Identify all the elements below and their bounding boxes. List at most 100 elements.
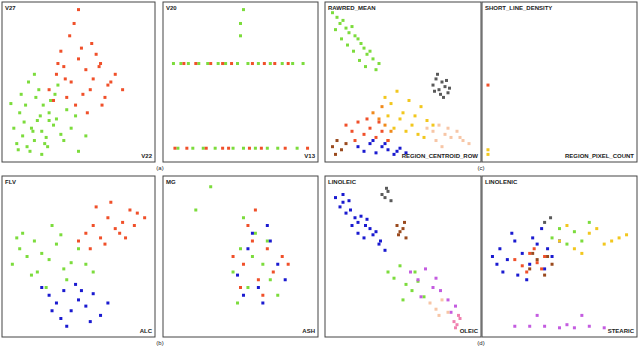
point: [263, 62, 266, 65]
point: [89, 247, 92, 250]
x-axis-title: STEARIC: [608, 328, 635, 334]
point: [77, 240, 80, 243]
point: [351, 224, 354, 227]
point: [396, 224, 399, 227]
point: [375, 68, 378, 71]
point: [342, 19, 345, 22]
point: [257, 286, 260, 289]
points: [334, 187, 462, 329]
point: [191, 147, 194, 150]
point: [495, 263, 498, 266]
point: [26, 255, 29, 258]
point: [447, 127, 450, 130]
point: [118, 232, 121, 235]
point: [525, 271, 528, 274]
point: [109, 201, 112, 204]
y-axis-title: RAWRED_MEAN: [328, 5, 376, 11]
point: [423, 295, 426, 298]
point: [399, 264, 402, 267]
figure: V27V22(a)V20V13RAWRED_MEANREGION_CENTROI…: [0, 0, 640, 349]
point: [248, 147, 251, 150]
y-axis-title: LINOLENIC: [485, 179, 518, 185]
point: [521, 264, 524, 267]
point: [405, 236, 408, 239]
point: [409, 271, 412, 274]
point: [77, 150, 80, 153]
point: [447, 311, 450, 314]
point: [387, 139, 390, 142]
point: [62, 267, 65, 270]
point: [242, 263, 245, 266]
point: [528, 263, 531, 266]
point: [133, 224, 136, 227]
point: [625, 233, 628, 236]
point: [17, 148, 20, 151]
point: [345, 124, 348, 127]
panel-caption: (a): [156, 165, 163, 171]
point: [242, 294, 245, 297]
point: [28, 150, 31, 153]
point: [432, 286, 435, 289]
point: [558, 326, 561, 329]
point: [92, 292, 95, 295]
point: [18, 111, 21, 114]
point: [435, 139, 438, 142]
point: [48, 111, 51, 114]
point: [390, 102, 393, 105]
y-axis-title: FLV: [5, 179, 16, 185]
point: [580, 252, 583, 255]
point: [354, 216, 357, 219]
point: [357, 145, 360, 148]
point: [52, 99, 55, 102]
point: [565, 224, 568, 227]
panel: LINOLENIC STEARIC: [482, 176, 637, 337]
point: [444, 133, 447, 136]
point: [121, 221, 124, 224]
point: [357, 37, 360, 40]
point: [439, 289, 442, 292]
plot-frame: [325, 176, 481, 337]
point: [92, 77, 95, 80]
point: [387, 190, 390, 193]
panel: RAWRED_MEANREGION_CENTROID_ROW: [325, 2, 481, 162]
point: [34, 96, 37, 99]
point: [45, 136, 48, 139]
point: [30, 127, 33, 130]
point: [52, 124, 55, 127]
point: [340, 148, 343, 151]
point: [424, 267, 427, 270]
point: [43, 142, 46, 145]
point: [55, 243, 58, 246]
point: [408, 99, 411, 102]
point: [64, 77, 67, 80]
point: [588, 221, 591, 224]
points: [331, 11, 471, 156]
point: [74, 104, 77, 107]
point: [92, 271, 95, 274]
point: [393, 153, 396, 156]
point: [438, 88, 441, 91]
point: [417, 278, 420, 281]
point: [239, 247, 242, 250]
point: [414, 114, 417, 117]
y-axis-title: V20: [166, 5, 177, 11]
point: [261, 302, 264, 305]
point: [363, 47, 366, 50]
point: [95, 205, 98, 208]
point: [540, 267, 543, 270]
point: [438, 124, 441, 127]
point: [40, 130, 43, 133]
point: [360, 42, 363, 45]
point: [40, 286, 43, 289]
panel: V20V13: [163, 2, 318, 162]
point: [549, 216, 552, 219]
point: [56, 62, 59, 65]
point: [558, 240, 561, 243]
point: [456, 323, 459, 326]
point: [423, 136, 426, 139]
point: [369, 227, 372, 230]
point: [381, 193, 384, 196]
point: [84, 263, 87, 266]
panel: V27V22: [2, 2, 155, 162]
point: [12, 127, 15, 130]
